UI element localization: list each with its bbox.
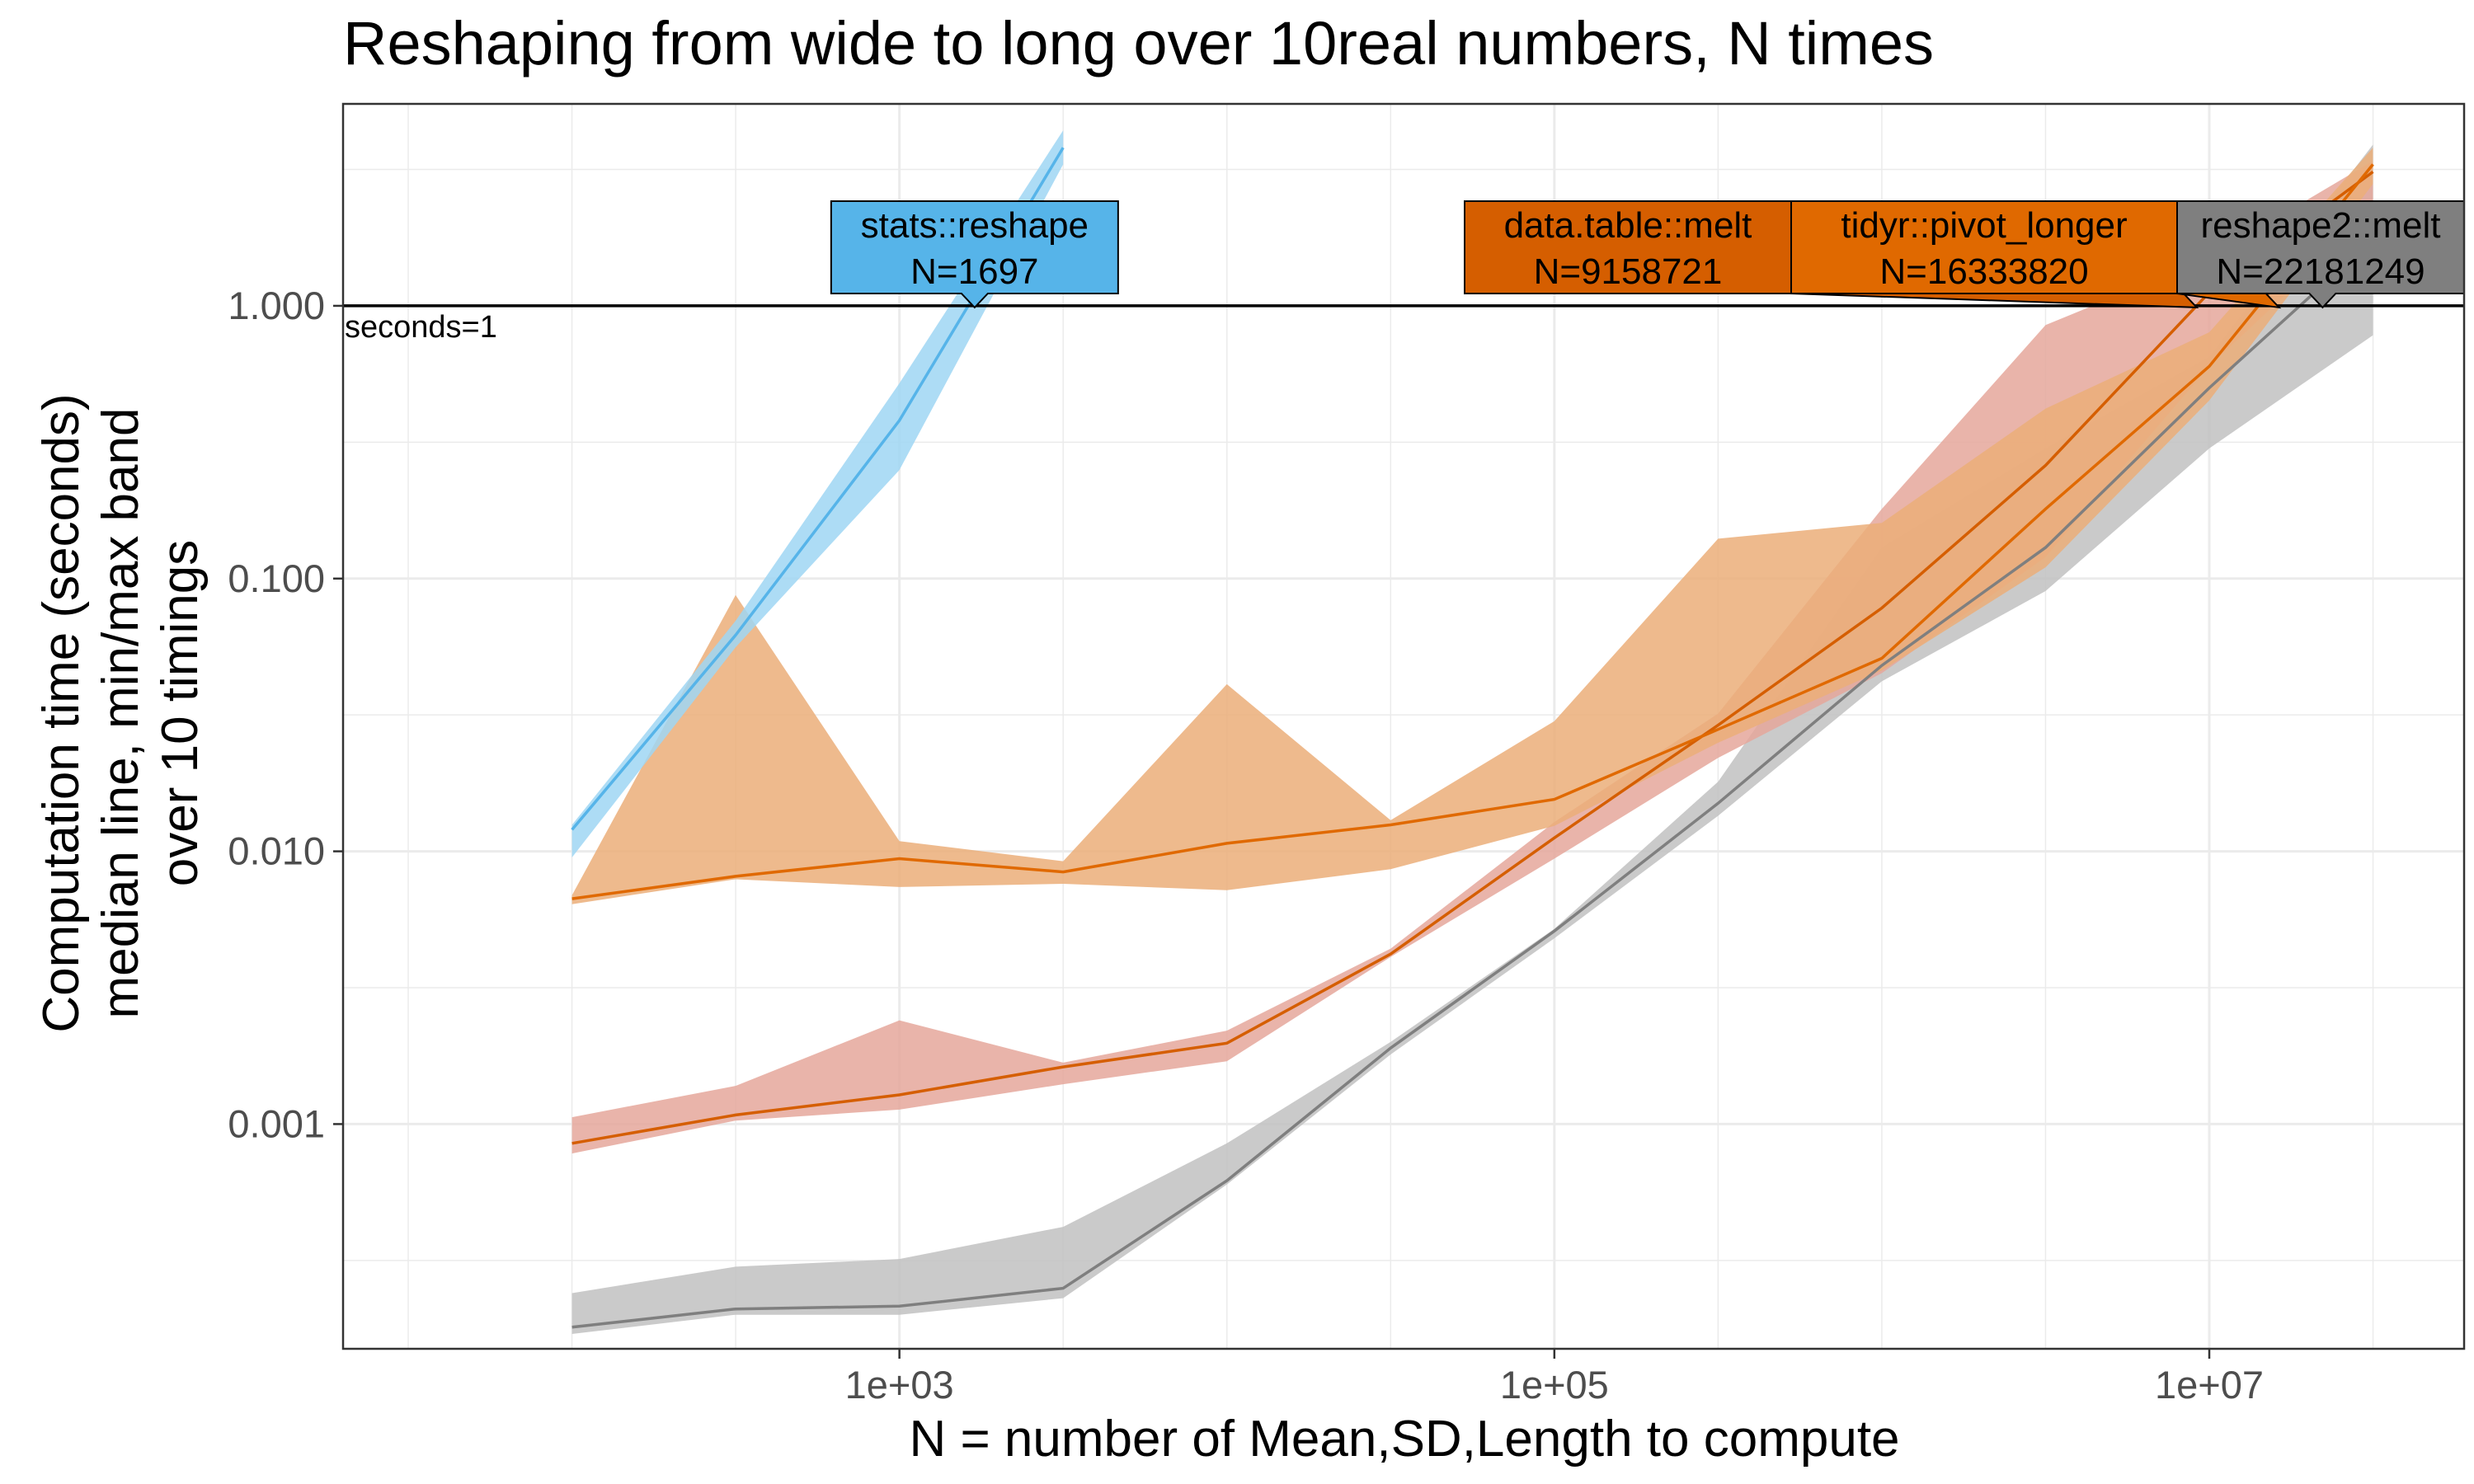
min-max-bands	[571, 130, 2373, 1334]
y-tick-label: 1.000	[228, 284, 325, 327]
y-axis-title-line-2: median line, min/max band	[92, 408, 149, 1019]
x-axis-title: N = number of Mean,SD,Length to compute	[909, 1411, 1899, 1468]
y-axis-title-line-3: over 10 timings	[152, 540, 209, 886]
callout-value-reshape2-melt: N=22181249	[2216, 251, 2425, 292]
band-data-table-melt	[571, 161, 2373, 1154]
callout-name-tidyr-pivot-longer: tidyr::pivot_longer	[1841, 205, 2127, 246]
callout-name-data-table-melt: data.table::melt	[1504, 205, 1752, 246]
median-line-reshape2-melt	[571, 238, 2374, 1329]
callout-name-reshape2-melt: reshape2::melt	[2200, 205, 2440, 246]
x-tick-label: 1e+03	[845, 1363, 954, 1407]
y-tick-label: 0.001	[228, 1101, 325, 1145]
seconds-reference-label: seconds=1	[345, 310, 497, 345]
y-axis-title-line-1: Computation time (seconds)	[33, 393, 90, 1032]
axis-ticks: 1e+03 1e+05 1e+07 0.001 0.010 0.100 1.000	[228, 284, 2264, 1407]
panel-border	[341, 102, 2466, 1350]
y-axis-title: Computation time (seconds) median line, …	[33, 393, 209, 1032]
band-tidyr-pivot-longer	[571, 148, 2373, 904]
y-tick-label: 0.100	[228, 556, 325, 600]
callout-value-tidyr-pivot-longer: N=16333820	[1879, 251, 2088, 292]
x-tick-label: 1e+07	[2155, 1363, 2264, 1407]
y-tick-label: 0.010	[228, 829, 325, 873]
chart-title: Reshaping from wide to long over 10real …	[343, 9, 1934, 77]
median-line-tidyr-pivot-longer	[571, 163, 2374, 900]
x-tick-label: 1e+05	[1500, 1363, 1609, 1407]
callout-box-stats-reshape	[830, 200, 1119, 309]
callout-value-stats-reshape: N=1697	[910, 251, 1038, 292]
callout-name-stats-reshape: stats::reshape	[861, 205, 1089, 246]
median-line-data-table-melt	[571, 170, 2374, 1145]
reference-line: seconds=1	[343, 304, 2464, 345]
callout-value-data-table-melt: N=9158721	[1534, 251, 1723, 292]
median-lines	[571, 147, 2374, 1329]
band-stats-reshape	[571, 130, 1064, 858]
